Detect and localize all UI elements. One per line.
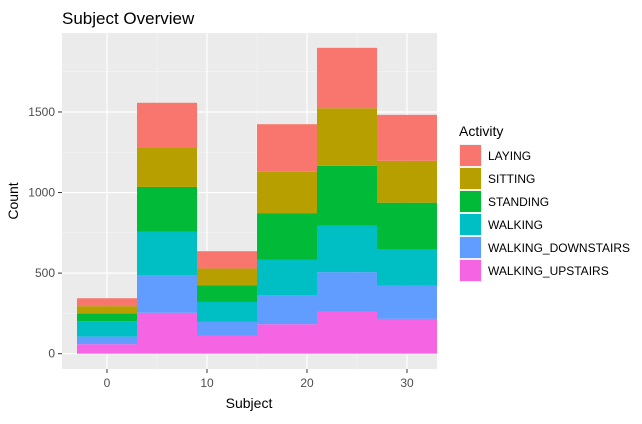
bar-segment-walking (197, 301, 257, 322)
bar-segment-standing (77, 313, 137, 322)
legend-label: STANDING (488, 195, 549, 209)
bar-segment-standing (377, 202, 437, 250)
bar-segment-walking-downstairs (197, 321, 257, 336)
legend-title: Activity (459, 123, 503, 139)
axes: 0 10 20 30 0 500 1000 1500 (28, 105, 414, 390)
bar-segment-laying (197, 251, 257, 269)
bar-segment-sitting (137, 147, 197, 187)
legend-label: WALKING_UPSTAIRS (488, 264, 609, 278)
legend-items: LAYING SITTING STANDING WALKING WALKING_DOWN… (459, 144, 630, 282)
bar-segment-walking-upstairs (377, 318, 437, 354)
bar-segment-walking-upstairs (77, 344, 137, 354)
legend: Activity LAYING SITTING STANDING WALKING WAL… (459, 123, 630, 282)
bar-segment-sitting (257, 171, 317, 214)
bar-segment-laying (377, 114, 437, 161)
bar-segment-walking-upstairs (317, 311, 377, 354)
legend-label: LAYING (488, 149, 531, 163)
bar-segment-sitting (197, 268, 257, 286)
legend-label: WALKING (488, 218, 543, 232)
bar-segment-walking (377, 249, 437, 286)
bar-segment-walking (137, 231, 197, 276)
chart-title: Subject Overview (62, 9, 195, 28)
legend-swatch (460, 214, 481, 235)
bar-segment-standing (197, 285, 257, 302)
bar-segment-standing (257, 213, 317, 260)
x-axis-label: Subject (226, 395, 273, 411)
bar-segment-laying (317, 47, 377, 109)
x-tick-label: 20 (300, 376, 314, 390)
legend-swatch (460, 191, 481, 212)
y-axis-label: Count (5, 182, 21, 219)
bar-segment-walking-downstairs (317, 272, 377, 312)
y-tick-label: 1000 (28, 186, 55, 200)
bar-segment-laying (77, 298, 137, 307)
y-tick-label: 0 (48, 347, 55, 361)
x-tick-label: 10 (200, 376, 214, 390)
bar-segment-standing (317, 165, 377, 226)
bar-segment-walking-downstairs (137, 275, 197, 313)
x-tick-label: 30 (400, 376, 414, 390)
legend-swatch (460, 237, 481, 258)
bar-segment-sitting (77, 306, 137, 314)
legend-label: SITTING (488, 172, 535, 186)
bar-segment-standing (137, 186, 197, 232)
bar-segment-walking-downstairs (377, 285, 437, 319)
bar-segment-sitting (317, 108, 377, 166)
bar-segment-laying (137, 102, 197, 148)
bar-segment-walking-upstairs (197, 335, 257, 354)
legend-swatch (460, 168, 481, 189)
bar-segment-walking (77, 321, 137, 337)
bar-segment-laying (257, 124, 317, 172)
bars (77, 47, 437, 354)
legend-label: WALKING_DOWNSTAIRS (488, 241, 630, 255)
legend-swatch (460, 260, 481, 281)
bar-segment-walking-upstairs (137, 312, 197, 354)
bar-segment-walking (317, 225, 377, 273)
x-tick-label: 0 (104, 376, 111, 390)
legend-swatch (460, 145, 481, 166)
y-tick-label: 500 (35, 266, 55, 280)
y-tick-label: 1500 (28, 105, 55, 119)
bar-segment-walking (257, 259, 317, 296)
bar-segment-walking-downstairs (77, 336, 137, 345)
bar-segment-walking-downstairs (257, 295, 317, 325)
bar-segment-sitting (377, 160, 437, 203)
bar-segment-walking-upstairs (257, 324, 317, 354)
